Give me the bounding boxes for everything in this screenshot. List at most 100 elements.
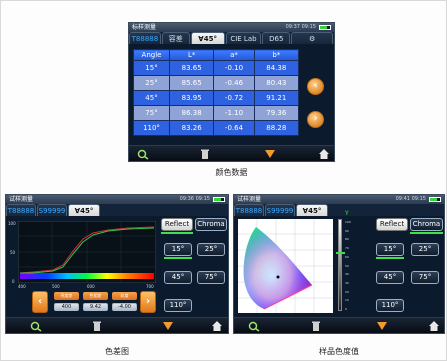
tab-sample-id[interactable]: S99999 — [37, 204, 67, 216]
x-tick: 500 — [52, 284, 60, 289]
measure-icon[interactable] — [30, 320, 42, 332]
dropdown-icon[interactable] — [264, 148, 276, 160]
x-tick: 400 — [18, 284, 26, 289]
col-b: b* — [253, 49, 300, 61]
battery-icon — [319, 25, 331, 30]
standard-curve — [19, 226, 155, 274]
table-row[interactable]: 15° 83.65 -0.10 84.38 — [133, 60, 300, 76]
dropdown-icon[interactable] — [162, 320, 174, 332]
next-page-button[interactable]: › — [307, 111, 324, 128]
tab-tolerance[interactable]: 容差 — [161, 32, 190, 44]
tab-angle[interactable]: ∀45° — [68, 204, 100, 216]
next-button[interactable]: › — [140, 291, 156, 313]
angle-25-button[interactable]: 25° — [411, 243, 439, 256]
reflect-button[interactable]: Reflect — [376, 218, 408, 231]
table-row[interactable]: 110° 83.26 -0.64 88.28 — [133, 120, 300, 136]
hue-diff-value: 9.42 — [83, 303, 108, 311]
screen-title: 试样测量 — [237, 196, 262, 203]
cell-l: 86.38 — [168, 105, 215, 121]
tab-angle[interactable]: ∀45° — [190, 32, 225, 44]
cell-b: 88.28 — [253, 120, 300, 136]
angle-75-button[interactable]: 75° — [197, 271, 225, 284]
angle-15-indicator — [376, 257, 404, 259]
reflect-indicator — [161, 232, 193, 234]
cell-a: -1.10 — [213, 105, 255, 121]
caption-color-data: 颜色数据 — [215, 168, 248, 177]
title-bar: 试样测量 09:41 09:15 — [234, 195, 444, 204]
home-icon[interactable] — [211, 320, 223, 332]
y-tick: 40 — [345, 272, 349, 277]
color-data-table: Angle L* a* b* 15° 83.65 -0.10 84.38 25°… — [133, 49, 300, 136]
delete-icon[interactable] — [199, 148, 211, 160]
delete-icon[interactable] — [310, 320, 322, 332]
measure-icon[interactable] — [137, 148, 149, 160]
cell-l: 83.65 — [168, 60, 215, 76]
home-icon[interactable] — [318, 148, 330, 160]
home-icon[interactable] — [428, 320, 440, 332]
table-row[interactable]: 75° 86.38 -1.10 79.36 — [133, 105, 300, 121]
tab-row: T88888 S99999 ∀45° — [234, 204, 444, 216]
caption-sample-chromaticity: 样品色度值 — [319, 347, 359, 356]
y-tick: 90 — [345, 228, 349, 233]
angle-15-button[interactable]: 15° — [376, 243, 404, 256]
color-data-screen: 标样测量 09:37 09:15 T88888 容差 ∀45° CIE Lab … — [128, 22, 335, 162]
prev-page-button[interactable]: ‹ — [307, 78, 324, 95]
y-tick: 100 — [8, 221, 16, 226]
col-a: a* — [213, 49, 255, 61]
chroma-button[interactable]: Chroma — [195, 218, 227, 231]
angle-45-button[interactable]: 45° — [164, 271, 192, 284]
tab-standard-id[interactable]: T88888 — [6, 204, 36, 216]
prev-button[interactable]: ‹ — [32, 291, 48, 313]
y-tick: 0 — [12, 279, 15, 284]
angle-15-button[interactable]: 15° — [164, 243, 192, 256]
tab-sample-id[interactable]: S99999 — [265, 204, 295, 216]
angle-15-indicator — [164, 257, 192, 259]
hue-diff-label: 色相差 — [83, 292, 108, 300]
angle-110-button[interactable]: 110° — [164, 299, 192, 312]
tab-standard-id[interactable]: T88888 — [129, 32, 161, 44]
y-tick: 20 — [345, 289, 349, 294]
y-tick: 30 — [345, 280, 349, 285]
battery-icon — [213, 197, 225, 202]
angle-25-button[interactable]: 25° — [197, 243, 225, 256]
x-tick: 600 — [87, 284, 95, 289]
dropdown-icon[interactable] — [376, 320, 388, 332]
chroma-button[interactable]: Chroma — [410, 218, 443, 231]
angle-45-button[interactable]: 45° — [376, 271, 404, 284]
sample-curve — [20, 227, 155, 274]
chroma-label: 彩度 — [112, 292, 137, 300]
tab-color-space[interactable]: CIE Lab — [225, 32, 262, 44]
lightness-diff-value: 400 — [54, 303, 79, 311]
reflect-button[interactable]: Reflect — [161, 218, 193, 231]
cell-angle: 75° — [133, 105, 170, 121]
screen-title: 试样测量 — [9, 196, 34, 203]
battery-icon — [429, 197, 441, 202]
col-l: L* — [168, 49, 215, 61]
clock: 09:37 09:15 — [285, 24, 316, 30]
tab-illuminant[interactable]: D65 — [262, 32, 291, 44]
sample-chromaticity-screen: 试样测量 09:41 09:15 T88888 S99999 ∀45° — [233, 194, 445, 334]
angle-110-button[interactable]: 110° — [376, 299, 404, 312]
table-row[interactable]: 45° 83.95 -0.72 91.21 — [133, 90, 300, 106]
cell-b: 80.43 — [253, 75, 300, 91]
tab-settings[interactable]: ⚙ — [291, 32, 333, 44]
y-tick: 50 — [10, 250, 16, 255]
y-tick: 70 — [345, 246, 349, 251]
y-tick: 10 — [345, 298, 349, 303]
measure-icon[interactable] — [248, 320, 260, 332]
spectrum-band — [20, 273, 154, 279]
cell-l: 83.95 — [168, 90, 215, 106]
chromaticity-diagram — [238, 219, 333, 313]
screen-title: 标样测量 — [132, 24, 157, 31]
tab-standard-id[interactable]: T88888 — [234, 204, 264, 216]
y-tick: 0 — [345, 307, 347, 312]
delete-icon[interactable] — [91, 320, 103, 332]
lightness-ticks: 100 90 80 70 60 50 40 30 20 10 0 — [345, 218, 359, 314]
tab-angle[interactable]: ∀45° — [296, 204, 328, 216]
table-row[interactable]: 25° 85.65 -0.46 80.43 — [133, 75, 300, 91]
cell-b: 84.38 — [253, 60, 300, 76]
cell-l: 85.65 — [168, 75, 215, 91]
bottom-toolbar — [6, 317, 228, 333]
angle-75-button[interactable]: 75° — [411, 271, 439, 284]
y-tick: 50 — [345, 263, 349, 268]
